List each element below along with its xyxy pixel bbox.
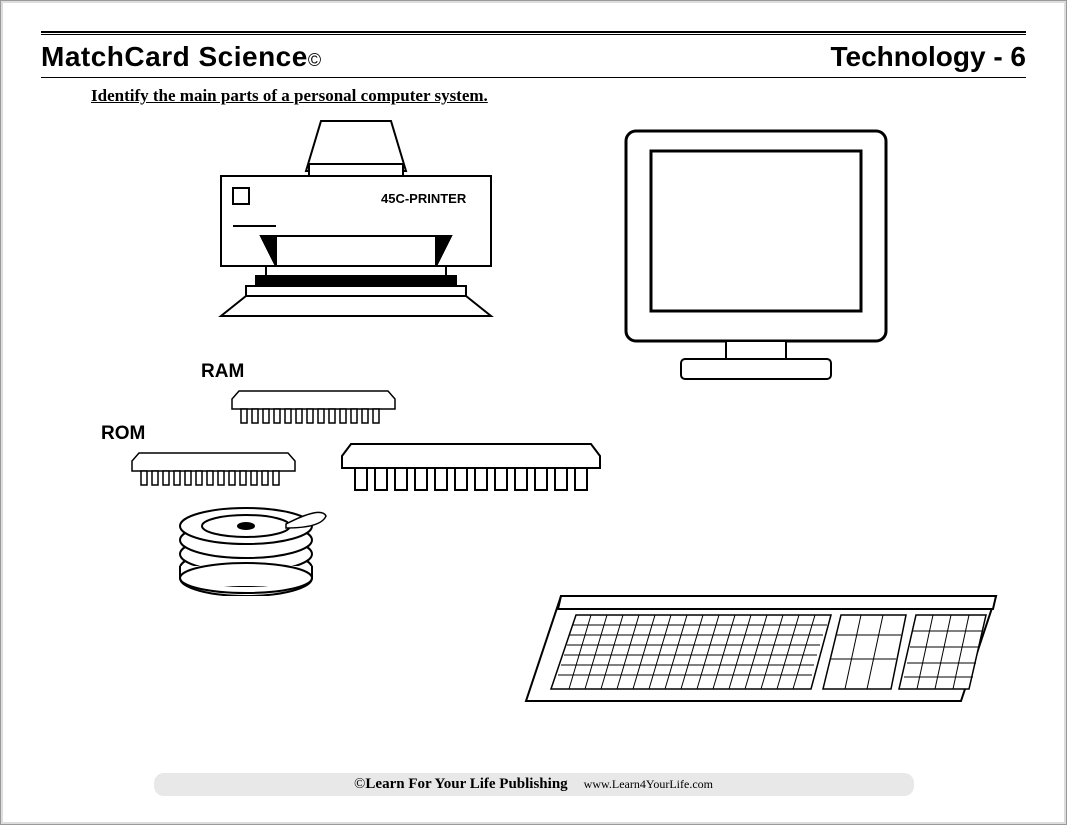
footer-copyright: © bbox=[354, 776, 365, 792]
large-chip-icon bbox=[341, 442, 601, 492]
title-right: Technology - 6 bbox=[831, 41, 1027, 73]
monitor-icon bbox=[621, 126, 921, 396]
diagram-canvas: 45C-PRINTER RAM ROM bbox=[41, 106, 1026, 706]
footer-publisher: Learn For Your Life Publishing bbox=[365, 776, 567, 792]
footer-url: www.Learn4YourLife.com bbox=[584, 777, 713, 791]
rom-label: ROM bbox=[101, 423, 145, 445]
printer-icon bbox=[191, 116, 521, 336]
footer-bar: ©Learn For Your Life Publishing www.Learn… bbox=[154, 773, 914, 796]
worksheet-page: MatchCard Science© Technology - 6 Identi… bbox=[0, 0, 1067, 825]
header-row: MatchCard Science© Technology - 6 bbox=[41, 39, 1026, 75]
hard-disk-icon bbox=[171, 496, 341, 596]
header-rule-bottom bbox=[41, 77, 1026, 78]
keyboard-icon bbox=[521, 591, 1001, 711]
ram-label: RAM bbox=[201, 361, 244, 383]
header-rule-top bbox=[41, 31, 1026, 35]
ram-chip-icon bbox=[231, 389, 396, 425]
rom-chip-icon bbox=[131, 451, 296, 487]
title-copyright: © bbox=[308, 50, 322, 70]
printer-model-label: 45C-PRINTER bbox=[381, 191, 466, 206]
instruction-text: Identify the main parts of a personal co… bbox=[91, 86, 1026, 106]
title-text: MatchCard Science bbox=[41, 41, 308, 72]
title-left: MatchCard Science© bbox=[41, 41, 322, 73]
